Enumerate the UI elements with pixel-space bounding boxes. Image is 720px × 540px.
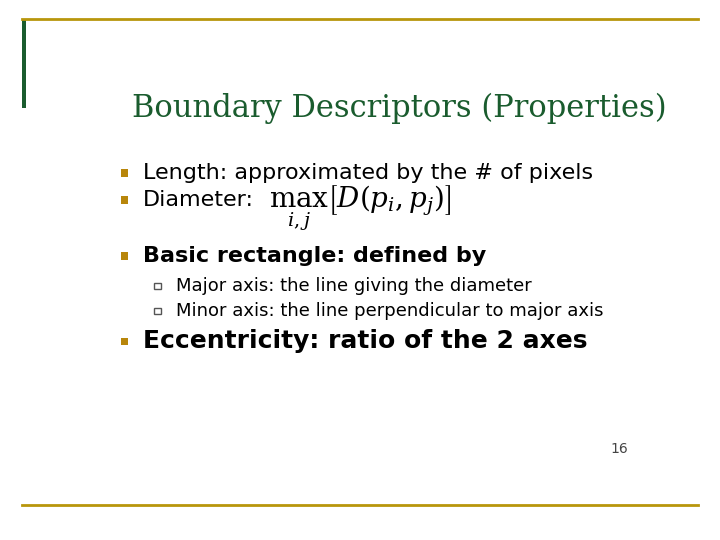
Bar (154, 284, 161, 289)
Bar (121, 169, 128, 177)
Bar (154, 308, 161, 314)
Text: Minor axis: the line perpendicular to major axis: Minor axis: the line perpendicular to ma… (176, 302, 604, 320)
Text: Basic rectangle: defined by: Basic rectangle: defined by (143, 246, 486, 266)
Text: 16: 16 (611, 442, 629, 456)
Bar (121, 338, 128, 345)
Bar (121, 196, 128, 204)
Bar (121, 252, 128, 260)
Text: Eccentricity: ratio of the 2 axes: Eccentricity: ratio of the 2 axes (143, 329, 588, 353)
Text: Length: approximated by the # of pixels: Length: approximated by the # of pixels (143, 163, 593, 183)
Text: Major axis: the line giving the diameter: Major axis: the line giving the diameter (176, 277, 532, 295)
Bar (22, 19, 26, 108)
Text: Boundary Descriptors (Properties): Boundary Descriptors (Properties) (132, 93, 667, 124)
Text: Diameter:: Diameter: (143, 190, 254, 210)
Text: $\underset{i,j}{\max}\left[D(p_i, p_j)\right]$: $\underset{i,j}{\max}\left[D(p_i, p_j)\r… (269, 184, 451, 233)
